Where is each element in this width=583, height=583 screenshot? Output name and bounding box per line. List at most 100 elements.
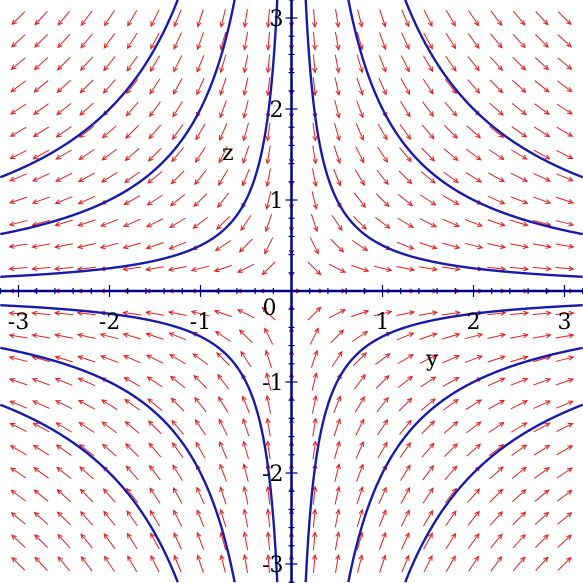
arrow-shaft [243, 532, 249, 551]
arrow-head [56, 466, 62, 473]
arrow-shaft [423, 555, 433, 573]
arrow-head [404, 43, 410, 50]
arrow-shaft [331, 351, 343, 368]
arrow-shaft [356, 487, 364, 505]
field-arrow [311, 191, 318, 210]
field-arrow [34, 556, 48, 571]
field-arrow [533, 422, 551, 433]
arrow-shaft [32, 266, 51, 270]
field-arrow [398, 170, 413, 185]
field-arrow [149, 55, 161, 73]
field-arrow [103, 533, 116, 549]
arrow-shaft [77, 334, 96, 339]
field-arrow [122, 310, 142, 316]
arrow-head [335, 553, 341, 561]
arrow-head [499, 399, 506, 405]
arrow-head [123, 376, 130, 382]
field-arrow [445, 32, 457, 50]
arrow-shaft [103, 511, 116, 526]
arrow-head [236, 268, 243, 273]
arrow-head [172, 464, 178, 471]
arrow-shaft [242, 396, 250, 414]
arrow-head [147, 155, 154, 162]
arrow-head [474, 43, 480, 49]
arrow-shaft [215, 331, 232, 342]
arrow-head [358, 21, 364, 28]
arrow-head [312, 44, 318, 51]
arrow-head [520, 19, 526, 26]
field-arrow [377, 123, 388, 141]
arrow-shaft [197, 9, 204, 27]
arrow-shaft [193, 375, 208, 389]
arrow-head [213, 309, 220, 315]
arrow-head [428, 66, 434, 73]
field-arrow [532, 266, 552, 272]
arrow-shaft [401, 9, 410, 27]
field-arrow [242, 31, 249, 51]
field-arrow [487, 355, 506, 363]
field-arrow [8, 266, 28, 272]
arrow-shaft [465, 172, 482, 183]
field-arrow [511, 422, 528, 433]
arrow-shaft [487, 219, 505, 227]
arrow-head [32, 176, 39, 182]
arrow-shaft [511, 102, 527, 116]
field-arrow [421, 147, 436, 162]
arrow-shaft [466, 125, 481, 139]
arrow-head [77, 199, 84, 205]
arrow-shaft [219, 464, 227, 482]
field-arrow [397, 193, 414, 207]
arrow-shaft [146, 333, 164, 340]
arrow-shaft [264, 237, 274, 254]
arrow-head [9, 422, 16, 428]
arrow-head [264, 327, 269, 334]
field-arrow [423, 532, 433, 550]
arrow-head [99, 221, 107, 227]
field-arrow [445, 555, 456, 573]
arrow-head [265, 181, 271, 188]
arrow-head [192, 223, 199, 229]
arrow-shaft [55, 356, 73, 363]
arrow-head [358, 67, 364, 74]
arrow-head [566, 64, 573, 70]
arrow-head [80, 20, 87, 27]
arrow-shaft [445, 555, 456, 573]
arrow-shaft [356, 100, 364, 118]
field-arrow [510, 333, 529, 339]
arrow-head [381, 66, 387, 73]
y-tick-label: -2 [262, 462, 283, 487]
arrow-head [359, 440, 365, 447]
arrow-head [336, 417, 341, 424]
y-tick-label: -3 [262, 553, 283, 578]
field-arrow [423, 554, 433, 573]
field-arrow [396, 310, 416, 317]
arrow-head [312, 67, 318, 74]
field-arrow [196, 554, 204, 573]
field-arrow [242, 508, 249, 528]
arrow-head [496, 555, 503, 562]
field-arrow [10, 467, 27, 479]
arrow-head [383, 201, 390, 208]
arrow-head [100, 177, 107, 183]
field-arrow [535, 556, 549, 571]
field-arrow [377, 441, 388, 459]
arrow-shaft [239, 329, 253, 344]
field-arrow [333, 395, 342, 414]
arrow-head [219, 112, 225, 119]
field-arrow [126, 55, 138, 72]
x-tick-label: 3 [558, 310, 572, 335]
arrow-head [125, 465, 132, 472]
arrow-head [405, 441, 412, 448]
field-arrow [79, 102, 94, 116]
field-arrow [32, 126, 50, 138]
arrow-head [79, 65, 86, 72]
arrow-head [407, 354, 414, 360]
field-arrow [216, 216, 230, 230]
field-arrow [78, 421, 95, 433]
arrow-shaft [378, 77, 387, 95]
arrow-shaft [103, 488, 116, 503]
field-arrow [444, 465, 458, 481]
field-arrow [126, 510, 138, 527]
arrow-head [520, 42, 526, 49]
